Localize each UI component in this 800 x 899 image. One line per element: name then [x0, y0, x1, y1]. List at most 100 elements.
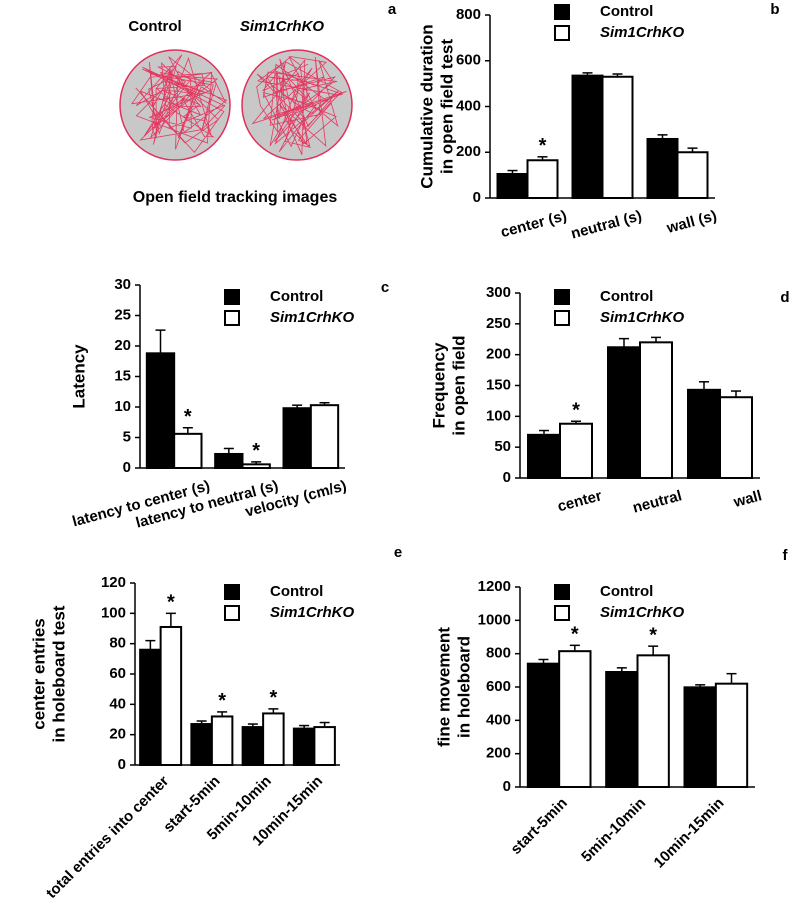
y-tick-label: 25: [114, 306, 131, 323]
legend-swatch: [224, 605, 240, 621]
x-tick-label: wall: [731, 487, 764, 511]
legend-swatch: [554, 584, 570, 600]
y-tick-label: 250: [486, 315, 511, 332]
panel-label: b: [770, 1, 779, 18]
y-tick-label: 120: [101, 574, 126, 591]
x-tick-label: neutral (s): [569, 207, 643, 242]
panel-label: e: [394, 544, 402, 561]
significance-mark: *: [184, 406, 192, 428]
tracking-label: Sim1CrhKO: [240, 18, 325, 35]
bar: [676, 151, 709, 199]
y-tick-label: 1000: [478, 611, 511, 628]
legend-swatch: [554, 25, 570, 41]
legend-swatch: [224, 584, 240, 600]
legend-label: Sim1CrhKO: [270, 309, 355, 326]
y-axis-label: Latency: [69, 344, 88, 409]
legend-label: Sim1CrhKO: [600, 24, 685, 41]
bar: [559, 422, 593, 480]
bar: [214, 452, 244, 470]
legend-label: Sim1CrhKO: [600, 309, 685, 326]
bar: [639, 341, 673, 480]
x-tick-label: start-5min: [507, 795, 570, 858]
y-tick-label: 20: [109, 726, 126, 743]
y-tick-label: 100: [486, 407, 511, 424]
bar: [719, 396, 753, 480]
bar: [145, 352, 176, 470]
y-tick-label: 60: [109, 665, 126, 682]
bar: [210, 715, 234, 767]
legend-label: Control: [600, 3, 653, 20]
y-tick-label: 30: [114, 276, 131, 293]
legend-label: Control: [270, 583, 323, 600]
panel-label: d: [780, 289, 789, 306]
significance-mark: *: [269, 687, 277, 709]
bar: [601, 75, 634, 199]
y-tick-label: 800: [456, 6, 481, 23]
tracking-caption: Open field tracking images: [133, 189, 338, 206]
legend-swatch: [554, 310, 570, 326]
bar: [292, 727, 316, 766]
y-tick-label: 0: [473, 189, 481, 206]
legend-label: Sim1CrhKO: [600, 604, 685, 621]
y-axis-label: in holeboard test: [49, 605, 68, 742]
bar: [282, 407, 312, 469]
x-tick-label: center: [556, 487, 604, 515]
y-tick-label: 200: [456, 143, 481, 160]
legend-swatch: [224, 310, 240, 326]
bar: [714, 682, 749, 789]
y-tick-label: 200: [486, 745, 511, 762]
x-tick-label: 10min-15min: [651, 795, 728, 872]
y-axis-label: fine movement: [434, 627, 453, 747]
x-tick-label: wall (s): [664, 207, 718, 237]
bar: [190, 723, 213, 766]
bar: [139, 648, 162, 767]
bar: [159, 625, 183, 766]
tracking-path: [131, 54, 228, 154]
x-tick-label: 5min-10min: [578, 795, 649, 866]
y-tick-label: 20: [114, 337, 131, 354]
y-tick-label: 80: [109, 635, 126, 652]
panel-label: a: [388, 1, 397, 18]
legend-swatch: [554, 4, 570, 20]
legend-swatch: [554, 289, 570, 305]
y-tick-label: 400: [456, 97, 481, 114]
y-tick-label: 1200: [478, 578, 511, 595]
significance-mark: *: [252, 440, 260, 462]
x-tick-label: neutral: [631, 487, 684, 516]
significance-mark: *: [167, 592, 175, 614]
y-tick-label: 0: [123, 459, 131, 476]
legend-label: Control: [270, 288, 323, 305]
bar: [496, 172, 529, 199]
bar: [313, 726, 336, 766]
legend-label: Control: [600, 583, 653, 600]
y-tick-label: 10: [114, 398, 131, 415]
panel-label: c: [381, 279, 389, 296]
tracking-paths: [131, 54, 347, 155]
x-tick-label: center (s): [499, 207, 569, 241]
y-tick-label: 40: [109, 695, 126, 712]
y-tick-label: 5: [123, 428, 131, 445]
bar: [241, 726, 265, 766]
tracking-panel: Control Sim1CrhKO Open field tracking im…: [119, 1, 397, 206]
bar: [526, 662, 561, 789]
y-tick-label: 100: [101, 604, 126, 621]
panel-label: f: [783, 547, 789, 564]
bar: [558, 650, 592, 789]
y-axis-label: Cumulative duration: [417, 24, 436, 188]
tracking-label: Control: [128, 18, 181, 35]
bar: [241, 463, 271, 469]
y-axis-label: center entries: [29, 618, 48, 730]
bar: [527, 433, 561, 480]
y-axis-label: Frequency: [429, 342, 448, 429]
y-tick-label: 200: [486, 346, 511, 363]
bar: [173, 432, 203, 469]
bar: [605, 671, 639, 788]
legend-swatch: [224, 289, 240, 305]
y-tick-label: 150: [486, 376, 511, 393]
y-tick-label: 300: [486, 284, 511, 301]
bar: [607, 346, 641, 479]
y-tick-label: 600: [456, 52, 481, 69]
y-tick-label: 15: [114, 367, 131, 384]
y-tick-label: 0: [503, 469, 511, 486]
significance-mark: *: [539, 135, 547, 157]
